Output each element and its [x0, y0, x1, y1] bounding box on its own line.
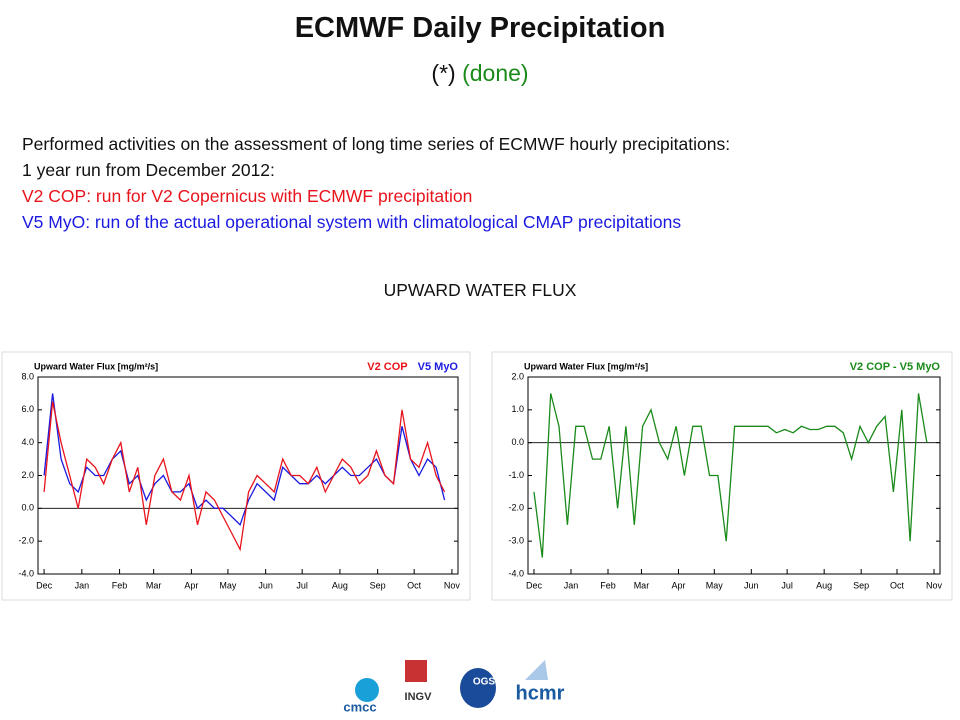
x-tick-label: Nov: [926, 580, 943, 590]
x-tick-label: Jun: [258, 580, 273, 590]
logo-text: INGV: [405, 691, 433, 703]
logos: cmcc INGV OGS hcmr: [343, 660, 565, 714]
logo-text: hcmr: [516, 682, 565, 704]
plot-border: [527, 376, 941, 575]
slide-subtitle: (*) (done): [0, 60, 960, 87]
section-label: UPWARD WATER FLUX: [383, 280, 577, 300]
chart-frame: [1, 351, 471, 601]
x-tick-label: Mar: [146, 580, 162, 590]
y-tick-label: -2.0: [18, 536, 34, 546]
text-line: V2 COP: run for V2 Copernicus with ECMWF…: [22, 186, 473, 206]
x-tick-label: Dec: [526, 580, 543, 590]
status: (done): [462, 60, 529, 86]
x-tick-label: Jan: [75, 580, 90, 590]
x-tick-label: Feb: [112, 580, 128, 590]
y-tick-label: 0.0: [21, 503, 34, 513]
text-line: Performed activities on the assessment o…: [22, 134, 731, 154]
x-tick-label: Oct: [407, 580, 422, 590]
logo-shape: [460, 668, 496, 708]
x-tick-label: May: [706, 580, 724, 590]
x-tick-label: Apr: [671, 580, 685, 590]
legend-label: V2 COP - V5 MyO: [850, 361, 941, 373]
x-tick-label: Jun: [744, 580, 759, 590]
logo-shape: [355, 678, 379, 702]
y-tick-label: 2.0: [21, 470, 34, 480]
chart: Upward Water Flux [mg/m²/s] -4.0 -3.0 -2.0 -…: [491, 351, 953, 601]
slide-title: ECMWF Daily Precipitation: [294, 12, 666, 44]
x-tick-label: Apr: [184, 580, 198, 590]
x-tick-label: Aug: [332, 580, 348, 590]
legend-label: V2 COP: [367, 361, 407, 373]
y-tick-label: 8.0: [21, 371, 34, 381]
x-tick-label: Feb: [600, 580, 616, 590]
chart-frame: [491, 351, 953, 601]
logo-shape: [405, 660, 427, 682]
chart: Upward Water Flux [mg/m²/s] -4.0 -2.0 0.0 2.…: [1, 351, 471, 601]
x-tick-label: Aug: [816, 580, 832, 590]
y-tick-label: 0.0: [511, 437, 524, 447]
logo-text: cmcc: [343, 699, 376, 714]
marker: (*): [431, 60, 456, 86]
y-tick-label: -4.0: [508, 568, 524, 578]
series-line: [43, 401, 446, 552]
x-tick-label: Oct: [890, 580, 905, 590]
y-tick-label: -3.0: [508, 536, 524, 546]
y-tick-label: 4.0: [21, 437, 34, 447]
y-tick-label: -1.0: [508, 470, 524, 480]
text-line: 1 year run from December 2012:: [22, 160, 275, 180]
series-line: [533, 393, 928, 558]
x-tick-label: Mar: [634, 580, 650, 590]
x-tick-label: Sep: [370, 580, 386, 590]
x-tick-label: Jan: [564, 580, 579, 590]
legend-label: V5 MyO: [418, 361, 459, 373]
x-tick-label: Dec: [36, 580, 53, 590]
x-tick-label: Jul: [781, 580, 793, 590]
y-tick-label: -4.0: [18, 568, 34, 578]
text-line: V5 MyO: run of the actual operational sy…: [22, 212, 682, 232]
x-tick-label: Nov: [444, 580, 461, 590]
x-tick-label: Jul: [296, 580, 308, 590]
chart-title: Upward Water Flux [mg/m²/s]: [34, 361, 158, 371]
text-body: Performed activities on the assessment o…: [22, 131, 730, 235]
y-tick-label: 1.0: [511, 404, 524, 414]
logo-text: OGS: [473, 677, 496, 688]
y-tick-label: 6.0: [21, 404, 34, 414]
y-tick-label: -2.0: [508, 503, 524, 513]
y-tick-label: 2.0: [511, 371, 524, 381]
x-tick-label: Sep: [853, 580, 869, 590]
plot-border: [37, 376, 459, 575]
chart-title: Upward Water Flux [mg/m²/s]: [524, 361, 648, 371]
logo-shape: [525, 660, 548, 680]
x-tick-label: May: [219, 580, 237, 590]
